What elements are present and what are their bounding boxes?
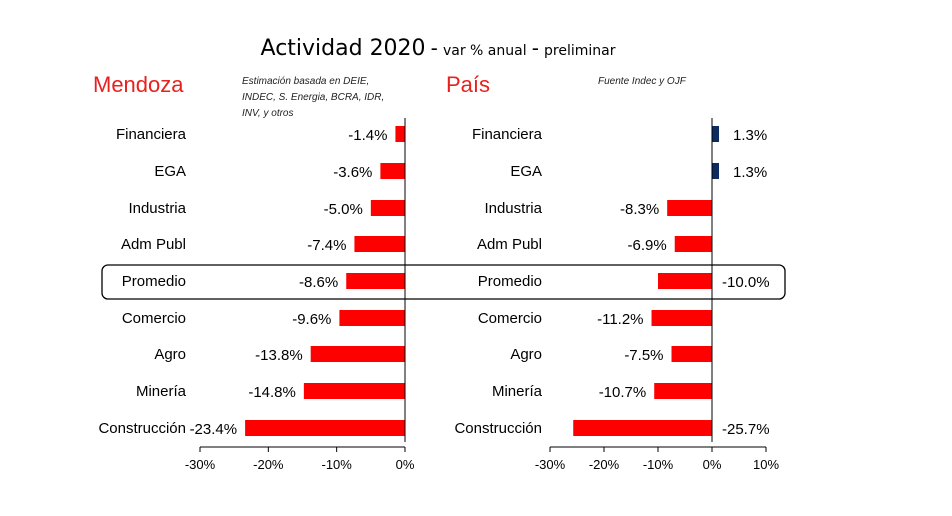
bar	[658, 273, 712, 289]
category-label: Promedio	[478, 273, 542, 290]
bar	[245, 420, 405, 436]
value-label: -3.6%	[333, 164, 372, 181]
category-label: Adm Publ	[477, 236, 542, 253]
bar	[651, 310, 712, 326]
value-label: -25.7%	[722, 421, 770, 438]
tick-label: -20%	[253, 457, 284, 472]
tick-label: 0%	[703, 457, 722, 472]
category-label: Minería	[136, 383, 187, 400]
panel-title: País	[446, 72, 490, 97]
source-note: Estimación basada en DEIE,	[242, 76, 369, 87]
tick-label: 0%	[396, 457, 415, 472]
category-label: EGA	[154, 163, 186, 180]
value-label: -10.0%	[722, 274, 770, 291]
category-label: Construcción	[98, 420, 186, 437]
bar	[354, 236, 405, 252]
bar	[395, 126, 405, 142]
value-label: -1.4%	[348, 127, 387, 144]
value-label: -8.3%	[620, 201, 659, 218]
category-label: Agro	[510, 346, 542, 363]
bar	[674, 236, 712, 252]
value-label: -23.4%	[190, 421, 238, 438]
bar	[339, 310, 405, 326]
bar	[346, 273, 405, 289]
source-note: INV, y otros	[242, 108, 294, 119]
bar	[667, 200, 712, 216]
category-label: Agro	[154, 346, 186, 363]
value-label: -6.9%	[628, 237, 667, 254]
source-note: Fuente Indec y OJF	[598, 76, 687, 87]
category-label: Industria	[128, 200, 186, 217]
value-label: -8.6%	[299, 274, 338, 291]
tick-label: -10%	[643, 457, 674, 472]
category-label: Financiera	[116, 126, 187, 143]
bar	[671, 346, 712, 362]
value-label: -10.7%	[599, 384, 647, 401]
value-label: -7.4%	[307, 237, 346, 254]
value-label: 1.3%	[733, 127, 767, 144]
category-label: Financiera	[472, 126, 543, 143]
value-label: -7.5%	[624, 347, 663, 364]
tick-label: 10%	[753, 457, 779, 472]
bar	[380, 163, 405, 179]
bar	[573, 420, 712, 436]
bar	[712, 163, 720, 179]
value-label: -5.0%	[324, 201, 363, 218]
bar	[370, 200, 405, 216]
promedio-highlight-box	[101, 264, 786, 300]
value-label: 1.3%	[733, 164, 767, 181]
value-label: -13.8%	[255, 347, 303, 364]
category-label: Comercio	[122, 310, 186, 327]
category-label: EGA	[510, 163, 542, 180]
category-label: Industria	[484, 200, 542, 217]
tick-label: -10%	[321, 457, 352, 472]
source-note: INDEC, S. Energia, BCRA, IDR,	[242, 92, 384, 103]
category-label: Minería	[492, 383, 543, 400]
category-label: Adm Publ	[121, 236, 186, 253]
chart-title: Actividad 2020 - var % anual - prelimina…	[261, 36, 616, 61]
category-label: Promedio	[122, 273, 186, 290]
category-label: Construcción	[454, 420, 542, 437]
tick-label: -20%	[589, 457, 620, 472]
bar	[712, 126, 720, 142]
value-label: -9.6%	[292, 311, 331, 328]
bar	[654, 383, 712, 399]
panel-title: Mendoza	[93, 72, 184, 97]
tick-label: -30%	[185, 457, 216, 472]
bar	[303, 383, 405, 399]
category-label: Comercio	[478, 310, 542, 327]
value-label: -14.8%	[248, 384, 296, 401]
tick-label: -30%	[535, 457, 566, 472]
bar	[310, 346, 405, 362]
value-label: -11.2%	[597, 311, 643, 328]
